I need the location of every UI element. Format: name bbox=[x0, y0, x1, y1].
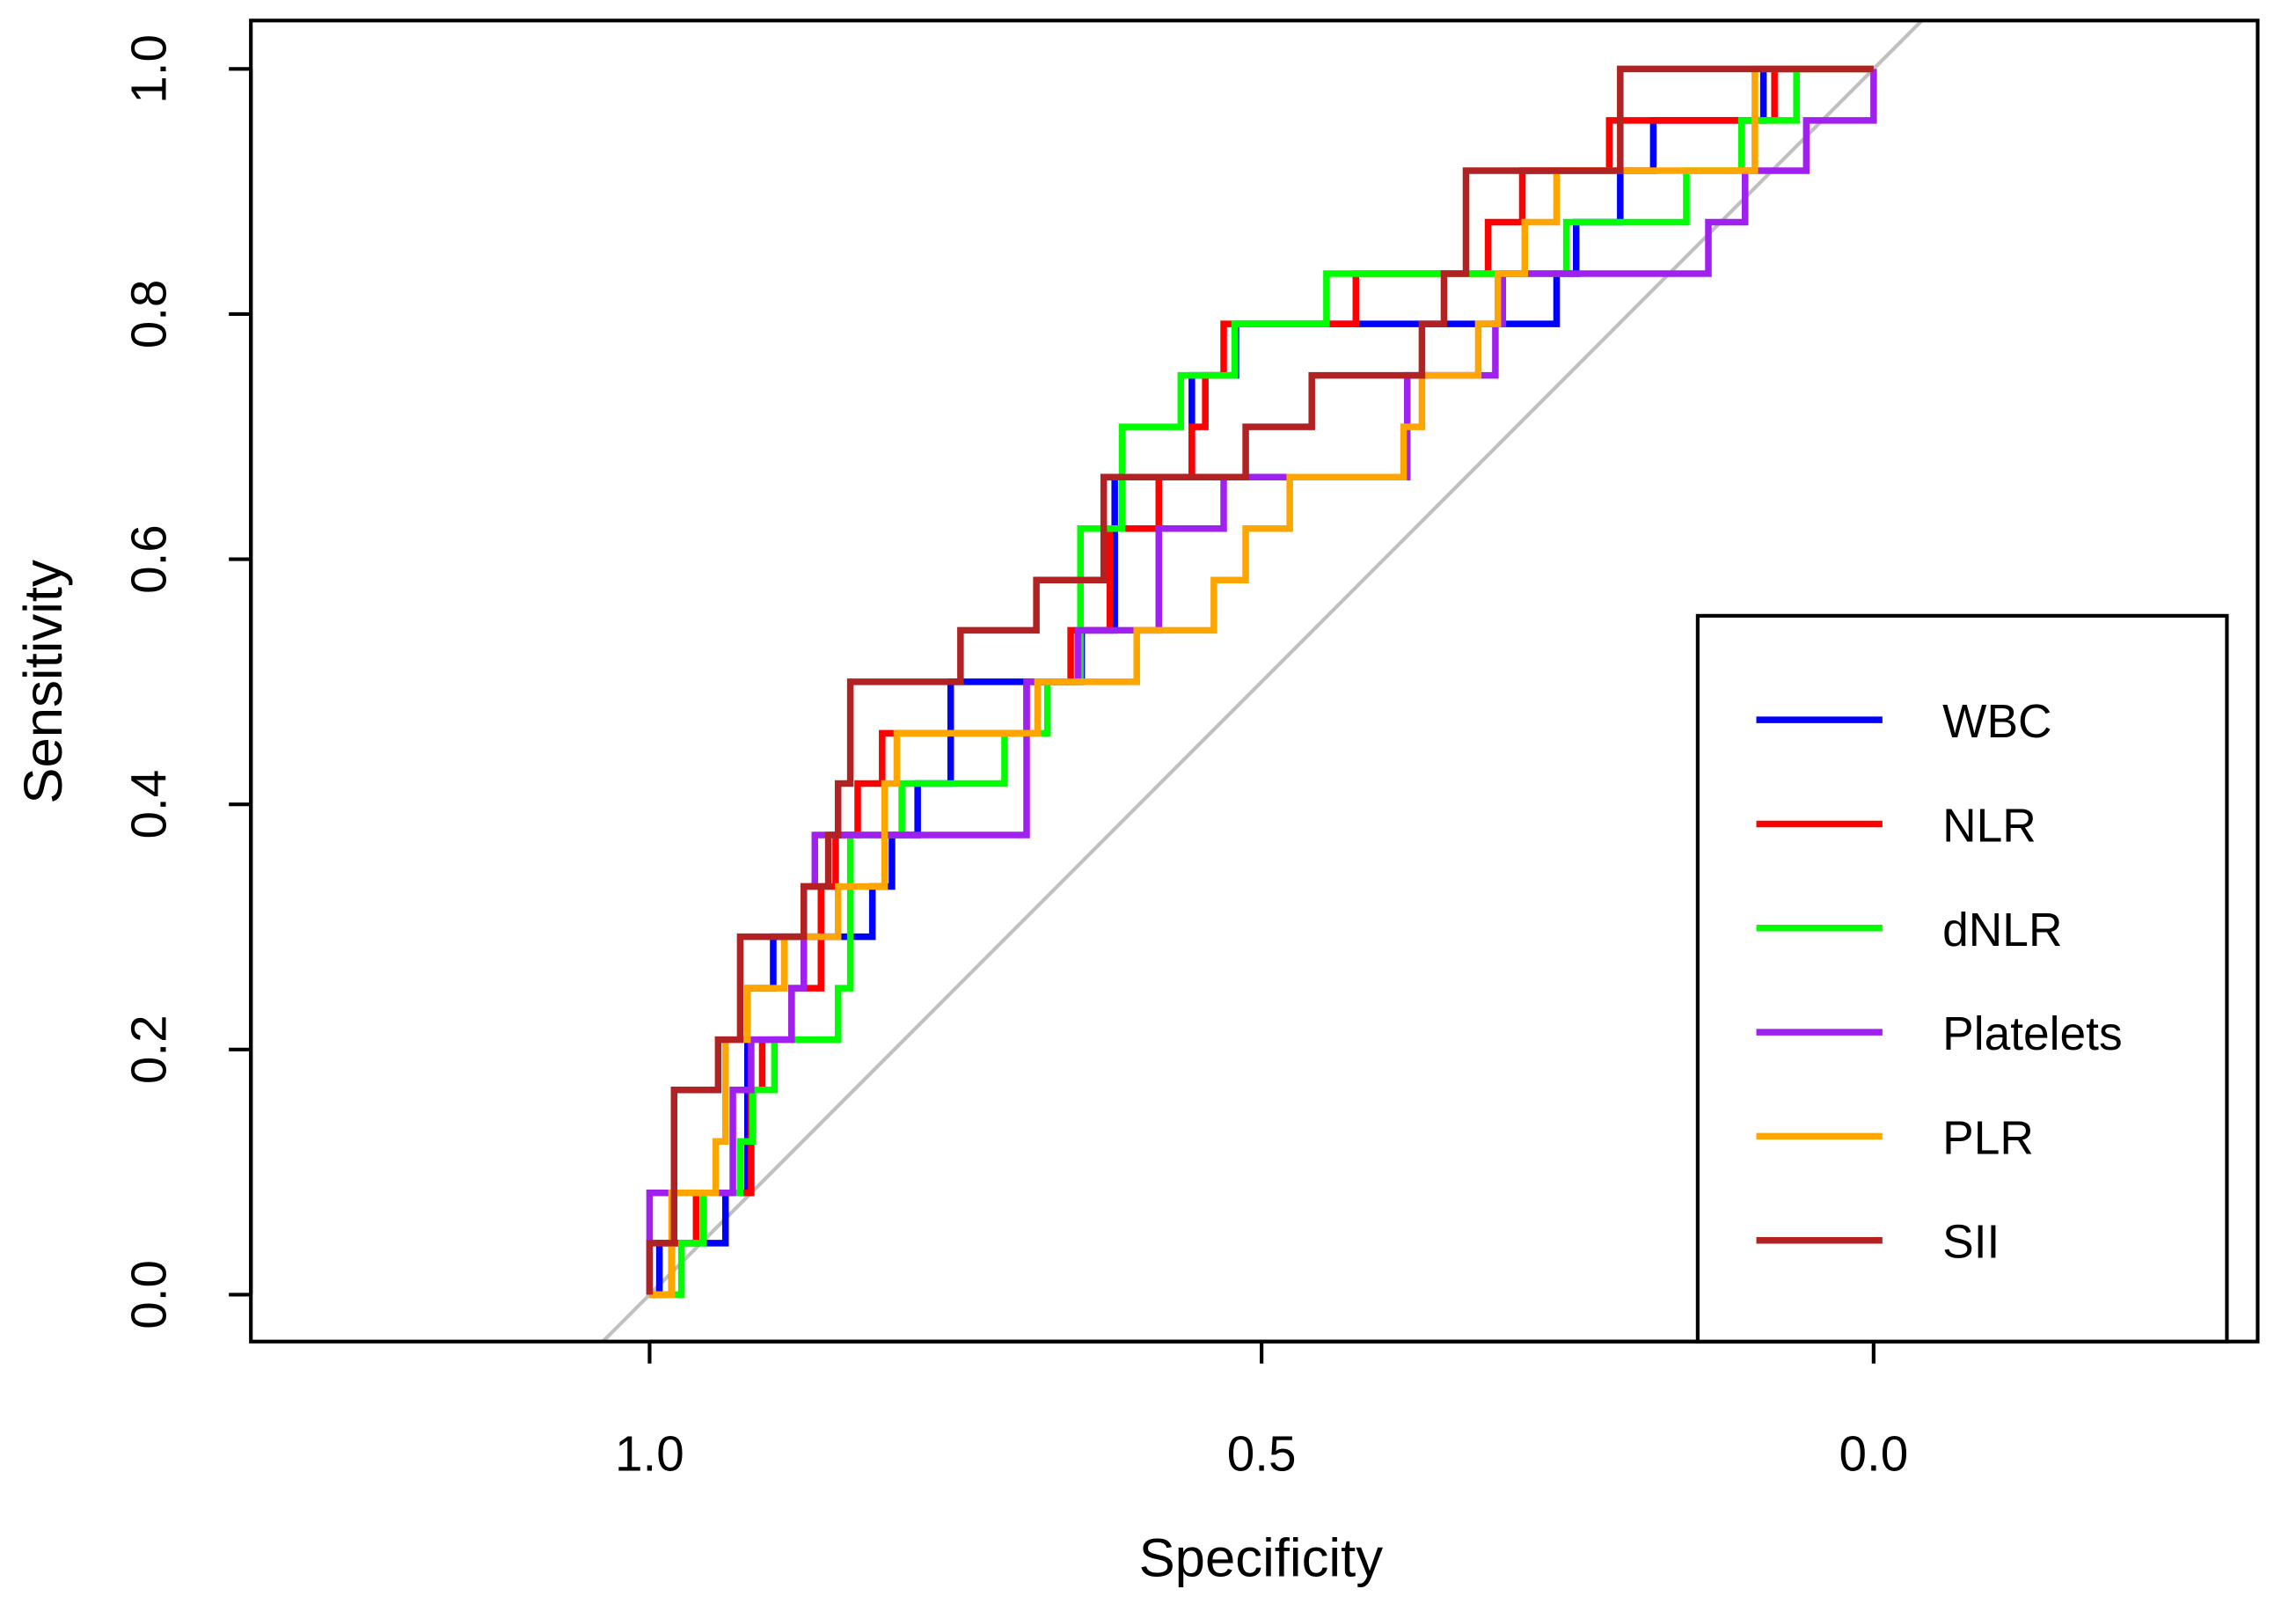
legend-label: dNLR bbox=[1942, 905, 2062, 956]
reference-diagonal-line bbox=[600, 20, 1925, 1342]
legend-label: PLR bbox=[1942, 1112, 2034, 1164]
x-tick-label: 0.0 bbox=[1839, 1426, 1908, 1482]
roc-curve-nlr bbox=[649, 65, 1874, 1299]
y-tick-label: 0.4 bbox=[122, 770, 178, 839]
y-tick-label: 0.0 bbox=[122, 1260, 178, 1329]
legend-label: Platelets bbox=[1942, 1008, 2122, 1060]
y-axis-label: Sensitivity bbox=[13, 560, 74, 804]
legend-label: NLR bbox=[1942, 800, 2036, 852]
roc-curve-plr bbox=[649, 65, 1874, 1299]
legend: WBC NLR dNLR Platelets PLR SII bbox=[1695, 613, 2229, 1344]
x-tick-label: 1.0 bbox=[615, 1426, 684, 1482]
y-tick-label: 1.0 bbox=[122, 34, 178, 104]
roc-curve-sii bbox=[646, 65, 1874, 1295]
legend-label: WBC bbox=[1942, 696, 2051, 748]
roc-curve-dnlr bbox=[649, 65, 1874, 1299]
y-tick-label: 0.6 bbox=[122, 524, 178, 594]
x-tick-label: 0.5 bbox=[1227, 1426, 1297, 1482]
y-axis: 0.0 0.2 0.4 0.6 0.8 1.0 bbox=[122, 34, 253, 1329]
legend-label: SII bbox=[1942, 1217, 2000, 1269]
y-tick-label: 0.2 bbox=[122, 1014, 178, 1084]
x-axis: 1.0 0.5 0.0 bbox=[615, 1339, 1908, 1482]
y-tick-label: 0.8 bbox=[122, 280, 178, 349]
x-axis-label: Specificity bbox=[1139, 1527, 1384, 1588]
legend-box bbox=[1695, 613, 2229, 1344]
